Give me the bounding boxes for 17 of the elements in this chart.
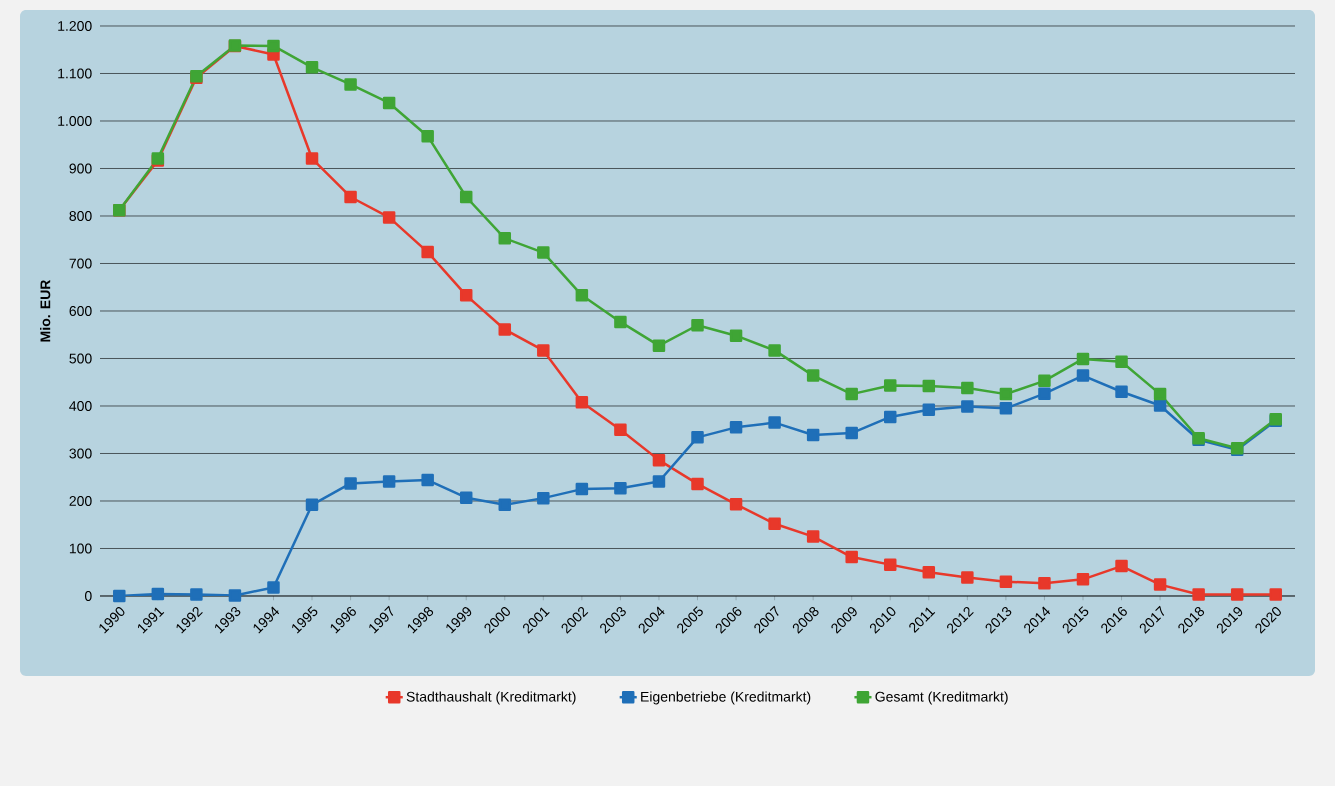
y-tick-label: 500 [69, 353, 92, 364]
y-tick-label: 1.000 [58, 116, 92, 126]
y-tick-label: 1.100 [58, 68, 92, 79]
legend-label: Eigenbetriebe (Kreditmarkt) [641, 691, 811, 705]
y-tick-label: 0 [84, 591, 92, 601]
y-tick-label: 100 [69, 543, 92, 554]
y-tick-label: 700 [69, 258, 92, 269]
legend-label: Stadthaushalt (Kreditmarkt) [406, 691, 576, 705]
y-tick-label: 600 [69, 306, 92, 316]
y-tick-label: 400 [69, 401, 92, 411]
y-tick-label: 900 [69, 163, 92, 174]
y-tick-label: 200 [69, 496, 92, 506]
legend-label: Gesamt (Kreditmarkt) [875, 691, 1008, 705]
y-tick-label: 1.200 [58, 21, 92, 31]
y-tick-label: 800 [69, 211, 92, 221]
y-axis-title: Mio. EUR [40, 279, 51, 342]
y-tick-label: 300 [69, 448, 92, 459]
